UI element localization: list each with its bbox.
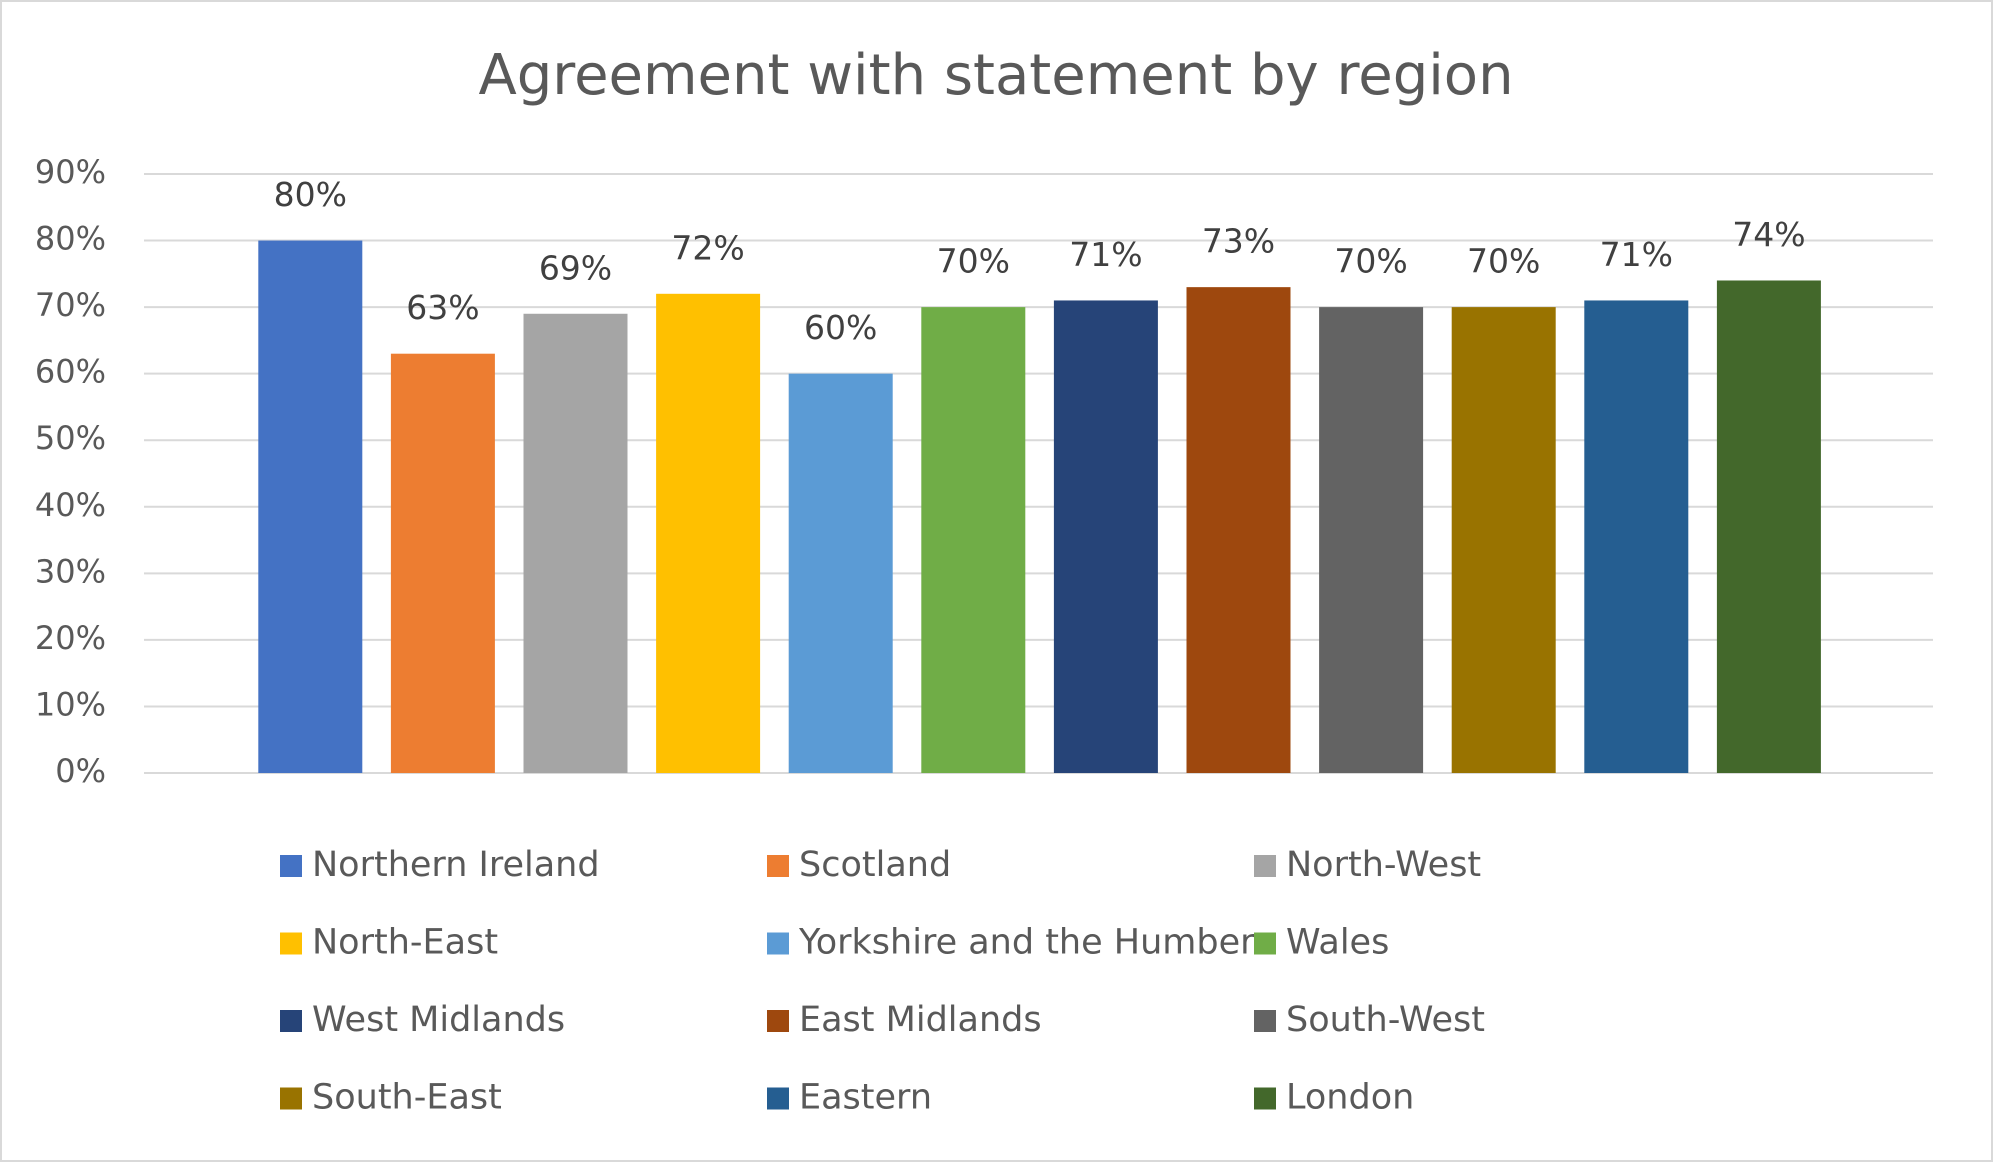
y-tick-label: 70% <box>35 286 106 324</box>
legend-swatch <box>280 1010 302 1032</box>
data-label: 72% <box>671 228 744 267</box>
bar <box>1053 300 1158 773</box>
chart-title: Agreement with statement by region <box>478 43 1513 108</box>
data-label: 70% <box>1467 242 1540 281</box>
data-label: 63% <box>406 288 479 327</box>
y-tick-label: 50% <box>35 419 106 457</box>
bar <box>1451 307 1556 773</box>
legend-swatch <box>1254 855 1276 877</box>
data-label: 73% <box>1202 222 1275 261</box>
data-label: 71% <box>1600 235 1673 274</box>
bar <box>523 313 628 773</box>
data-label: 70% <box>937 242 1010 281</box>
bar <box>390 353 495 773</box>
data-label: 69% <box>539 248 612 287</box>
y-tick-label: 80% <box>35 220 106 258</box>
y-tick-label: 40% <box>35 486 106 524</box>
legend-swatch <box>280 1087 302 1110</box>
legend-swatch <box>1254 1087 1276 1110</box>
y-tick-label: 90% <box>35 153 106 191</box>
legend-swatch <box>767 855 789 877</box>
legend-label: East Midlands <box>799 1000 1042 1040</box>
legend-label: London <box>1286 1078 1414 1118</box>
legend-label: Yorkshire and the Humber <box>798 923 1255 963</box>
y-tick-label: 10% <box>35 685 106 723</box>
data-label: 70% <box>1334 242 1407 281</box>
legend-swatch <box>1254 932 1276 955</box>
bar <box>258 240 363 774</box>
legend-label: Wales <box>1286 923 1389 963</box>
legend-label: Eastern <box>799 1078 932 1118</box>
data-label: 80% <box>274 175 347 214</box>
bar <box>656 293 761 773</box>
bar <box>788 373 893 773</box>
legend-swatch <box>280 855 302 877</box>
legend-label: Scotland <box>799 845 951 885</box>
bar <box>921 307 1026 773</box>
y-tick-label: 60% <box>35 353 106 391</box>
bar <box>1186 287 1291 773</box>
y-tick-label: 30% <box>35 552 106 590</box>
legend-label: Northern Ireland <box>312 845 600 885</box>
legend-label: South-West <box>1286 1000 1485 1040</box>
y-tick-label: 20% <box>35 619 106 657</box>
bar <box>1716 280 1821 773</box>
bar <box>1584 300 1689 773</box>
legend-label: South-East <box>312 1078 502 1118</box>
legend-swatch <box>767 1010 789 1032</box>
legend-swatch <box>1254 1010 1276 1032</box>
data-label: 71% <box>1069 235 1142 274</box>
legend-label: North-East <box>312 923 498 963</box>
bar <box>1319 307 1424 773</box>
data-label: 60% <box>804 308 877 347</box>
y-tick-label: 0% <box>55 752 106 790</box>
legend-swatch <box>767 1087 789 1110</box>
legend-label: North-West <box>1286 845 1481 885</box>
legend-label: West Midlands <box>312 1000 565 1040</box>
legend-swatch <box>767 932 789 955</box>
data-label: 74% <box>1732 215 1805 254</box>
legend-swatch <box>280 932 302 955</box>
